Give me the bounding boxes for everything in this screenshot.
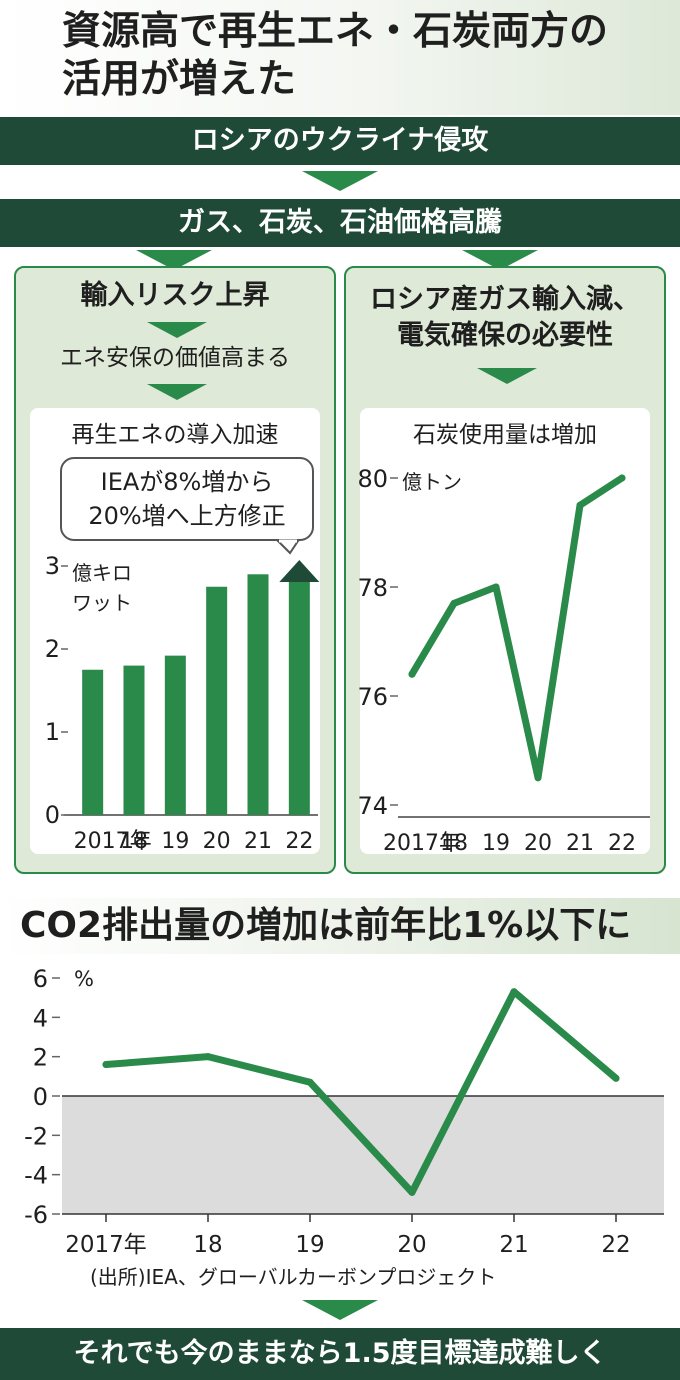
left-panel-heading: 輸入リスク上昇	[80, 280, 270, 311]
co2-point	[408, 1188, 416, 1196]
co2-y-tick-label: 0	[33, 1083, 48, 1111]
bar-x-tick-label: 19	[161, 829, 189, 854]
co2-x-tick-label: 20	[397, 1232, 426, 1258]
left-arrow-1	[147, 322, 207, 338]
co2-x-tick-label: 19	[295, 1232, 324, 1258]
co2-negative-band	[62, 1096, 664, 1214]
coal-x-tick-label: 20	[524, 831, 552, 856]
coal-point	[576, 501, 584, 509]
co2-y-tick-label: -2	[24, 1122, 48, 1150]
flow-arrow-1	[302, 171, 378, 191]
banner-russia-invasion: ロシアのウクライナ侵攻	[0, 117, 680, 165]
bar-2022	[288, 580, 310, 815]
bar-x-tick-label: 18	[120, 829, 148, 854]
co2-y-tick-label: -4	[24, 1162, 48, 1190]
co2-series-line	[102, 988, 620, 1196]
coal-series-line	[408, 474, 626, 782]
main-title: 資源高で再生エネ・石炭両方の 活用が増えた	[62, 9, 609, 102]
coal-point	[450, 599, 458, 607]
co2-x-tick-label: 22	[601, 1232, 630, 1258]
co2-chart-title: CO2排出量の増加は前年比1%以下に	[20, 905, 632, 946]
bar-y-unit-line2: ワット	[72, 591, 132, 615]
left-arrow-2	[147, 384, 207, 400]
bar-0	[82, 669, 104, 815]
bar-y-tick-label: 2	[45, 635, 60, 663]
bar-x-tick-label: 21	[244, 829, 272, 854]
renewables-chart-title: 再生エネの導入加速	[71, 422, 279, 448]
flow-arrow-right	[462, 250, 538, 270]
bar-2022-arrowhead	[279, 560, 320, 582]
coal-y-tick-label: 80	[357, 465, 388, 493]
bar-3	[206, 586, 228, 815]
banner-final: それでも今のままなら1.5度目標達成難しく	[0, 1328, 680, 1380]
coal-y-tick-label: 74	[357, 792, 388, 820]
coal-point	[618, 474, 626, 482]
co2-x-tick-label: 21	[499, 1232, 528, 1258]
left-panel-subheading: エネ安保の価値高まる	[60, 345, 290, 371]
bar-y-tick-label: 3	[45, 552, 60, 580]
co2-point	[510, 988, 518, 996]
co2-point	[102, 1061, 110, 1069]
co2-y-unit: %	[74, 967, 94, 991]
source-note: (出所)IEA、グローバルカーボンプロジェクト	[90, 1265, 497, 1289]
coal-point	[408, 670, 416, 678]
co2-point	[204, 1053, 212, 1061]
co2-heading-area: CO2排出量の増加は前年比1%以下に	[0, 898, 680, 954]
co2-line-chart: -6 -4 -2 0 2 4 6 % 2017年 18 19 20 21 22	[24, 965, 664, 1258]
right-panel: ロシア産ガス輸入減、 電気確保の必要性 石炭使用量は増加	[344, 266, 666, 874]
bar-x-tick-label: 22	[285, 829, 313, 854]
coal-y-tick-label: 76	[357, 683, 388, 711]
iea-callout: IEAが8%増から 20%増へ上方修正	[60, 457, 314, 541]
coal-x-tick-label: 19	[482, 831, 510, 856]
co2-point	[306, 1078, 314, 1086]
bar-x-tick-label: 20	[203, 829, 231, 854]
coal-point	[534, 774, 542, 782]
banner-price-surge: ガス、石炭、石油価格高騰	[0, 199, 680, 247]
co2-y-tick-label: -6	[24, 1201, 48, 1229]
co2-y-tick-label: 2	[33, 1044, 48, 1072]
right-arrow	[477, 368, 537, 384]
bar-x-tick-label: 2017年	[74, 829, 152, 854]
iea-callout-text: IEAが8%増から 20%増へ上方修正	[88, 468, 286, 530]
coal-y-tick-label: 78	[357, 574, 388, 602]
bar-y-tick-label: 1	[45, 718, 60, 746]
co2-y-tick-label: 6	[33, 965, 48, 993]
coal-x-tick-label: 18	[440, 831, 468, 856]
co2-point	[612, 1074, 620, 1082]
flow-arrow-left	[136, 250, 212, 270]
coal-x-tick-label: 22	[608, 831, 636, 856]
flow-arrow-final	[302, 1300, 378, 1320]
callout-pointer	[275, 540, 300, 555]
coal-x-tick-label: 2017年	[383, 831, 461, 856]
coal-chart-title: 石炭使用量は増加	[413, 422, 597, 448]
bar-2	[164, 655, 186, 815]
coal-x-tick-label: 21	[566, 831, 594, 856]
co2-x-tick-label: 2017年	[65, 1232, 147, 1258]
right-panel-heading: ロシア産ガス輸入減、 電気確保の必要性	[370, 284, 640, 351]
co2-x-tick-label: 18	[193, 1232, 222, 1258]
title-area: 資源高で再生エネ・石炭両方の 活用が増えた	[0, 0, 680, 115]
bar-y-unit-line1: 億キロ	[72, 561, 132, 585]
bar-1	[123, 665, 145, 815]
co2-y-tick-label: 4	[33, 1004, 48, 1032]
coal-y-unit: 億トン	[402, 470, 462, 494]
bar-4	[247, 574, 269, 815]
coal-point	[492, 583, 500, 591]
bar-y-tick-label: 0	[45, 801, 60, 829]
